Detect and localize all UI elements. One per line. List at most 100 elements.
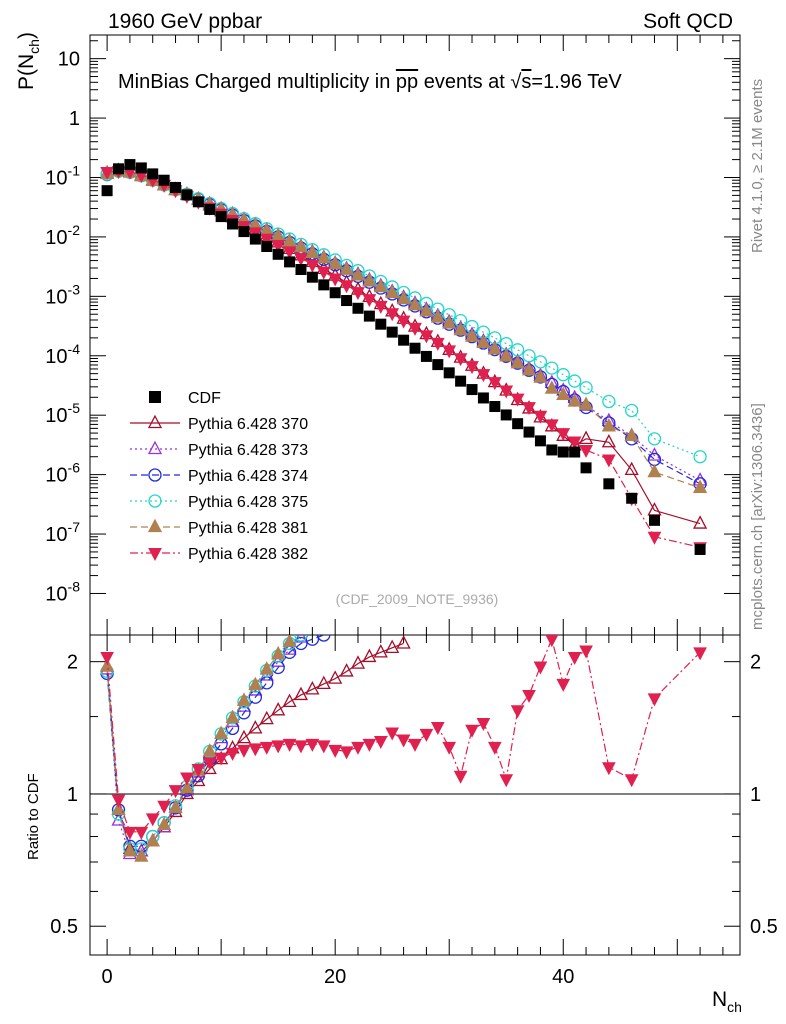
series-point <box>578 430 594 444</box>
ratio-point <box>373 735 388 749</box>
y-tick-label: 10-7 <box>45 519 80 546</box>
ratio-point <box>214 752 228 766</box>
main-series-layer <box>100 159 708 556</box>
ratio-point <box>236 692 252 706</box>
series-point <box>556 428 571 442</box>
ratio-point <box>339 663 354 677</box>
series-point <box>602 394 616 409</box>
ratio-point <box>225 747 240 761</box>
series-point <box>545 419 559 433</box>
ratio-tick-label: 1 <box>67 784 78 806</box>
series-point <box>408 322 422 336</box>
cdf-data-point <box>546 444 558 456</box>
ratio-point <box>134 826 149 840</box>
x-axis-label: Nch <box>712 988 742 1015</box>
y-tick-label: 10-2 <box>45 222 80 249</box>
ratio-point <box>294 740 308 754</box>
ratio-point <box>179 780 195 794</box>
ratio-tick-label-right: 1 <box>750 784 761 806</box>
legend: CDF Pythia 6.428 370 Pythia 6.428 373 Pythi… <box>130 390 308 563</box>
ratio-point <box>259 710 274 725</box>
series-point <box>282 246 297 260</box>
series-point <box>579 381 593 395</box>
cdf-data-point <box>626 492 638 504</box>
y-tick-label: 10-6 <box>45 460 80 487</box>
cdf-data-point <box>432 359 444 371</box>
ratio-series-6 <box>100 635 707 840</box>
ratio-point <box>248 676 263 691</box>
series-point <box>544 380 559 394</box>
ratio-point <box>567 651 582 665</box>
legend-label: Pythia 6.428 381 <box>188 520 308 537</box>
cdf-data-point <box>398 334 410 346</box>
legend-label: Pythia 6.428 375 <box>188 494 308 511</box>
cdf-data-point <box>500 409 512 421</box>
cdf-data-point <box>318 279 330 291</box>
series-point <box>487 341 502 355</box>
series-point <box>624 427 639 441</box>
cdf-data-point <box>124 159 136 171</box>
ratio-point <box>408 738 422 752</box>
legend-entry: Pythia 6.428 381 <box>130 518 308 537</box>
ratio-point <box>385 727 400 741</box>
series-point <box>362 294 377 308</box>
ratio-point <box>396 635 411 649</box>
cdf-data-point <box>272 248 284 260</box>
ratio-point <box>465 724 479 738</box>
series-point <box>601 433 616 448</box>
ratio-point <box>647 693 662 707</box>
series-line <box>107 170 701 548</box>
ratio-tick-label-right: 2 <box>750 652 761 674</box>
x-tick-label: 40 <box>552 966 574 988</box>
legend-label: Pythia 6.428 374 <box>188 468 308 485</box>
series-point <box>453 353 468 367</box>
series-point <box>100 166 114 180</box>
series-point <box>316 249 331 264</box>
analysis-watermark: (CDF_2009_NOTE_9936) <box>336 591 499 607</box>
legend-label: Pythia 6.428 382 <box>188 546 308 563</box>
cdf-data-point <box>569 446 581 458</box>
cdf-data-point <box>363 310 375 322</box>
ratio-point <box>442 741 457 755</box>
legend-entry: Pythia 6.428 375 <box>130 494 308 511</box>
ratio-point <box>624 774 639 788</box>
ratio-point <box>602 762 616 776</box>
ratio-point <box>145 813 160 827</box>
series-point <box>578 396 594 410</box>
series-point <box>647 531 662 545</box>
y-tick-label: 10-4 <box>45 341 80 368</box>
ratio-point <box>305 635 320 646</box>
series-point <box>476 369 491 383</box>
cdf-data-point <box>694 543 706 555</box>
ratio-point <box>168 799 183 813</box>
series-point <box>567 374 582 388</box>
series-point <box>521 361 537 376</box>
series-point <box>487 377 502 391</box>
cdf-data-point <box>158 174 170 186</box>
y-tick-label: 10 <box>58 49 80 71</box>
cdf-data-point <box>261 240 273 252</box>
legend-label: Pythia 6.428 370 <box>188 416 308 433</box>
legend-marker <box>147 414 163 429</box>
cdf-data-point <box>329 287 341 299</box>
ratio-point <box>202 743 217 757</box>
y-tick-label: 1 <box>69 108 80 130</box>
ratio-point <box>328 744 343 758</box>
cdf-data-point <box>341 295 353 307</box>
series-point <box>465 361 479 375</box>
series-point <box>693 479 708 493</box>
series-point <box>442 315 457 329</box>
series-point <box>442 345 457 359</box>
series-point <box>556 386 571 400</box>
legend-entry: Pythia 6.428 370 <box>130 414 308 433</box>
cdf-data-point <box>523 426 535 438</box>
series-point <box>567 436 582 450</box>
ratio-point <box>260 676 274 690</box>
series-point <box>430 309 445 323</box>
series-point <box>522 349 536 363</box>
ratio-tick-label: 2 <box>67 652 78 674</box>
ratio-point <box>556 678 571 692</box>
ratio-point <box>180 772 194 786</box>
cdf-data-point <box>204 203 216 215</box>
